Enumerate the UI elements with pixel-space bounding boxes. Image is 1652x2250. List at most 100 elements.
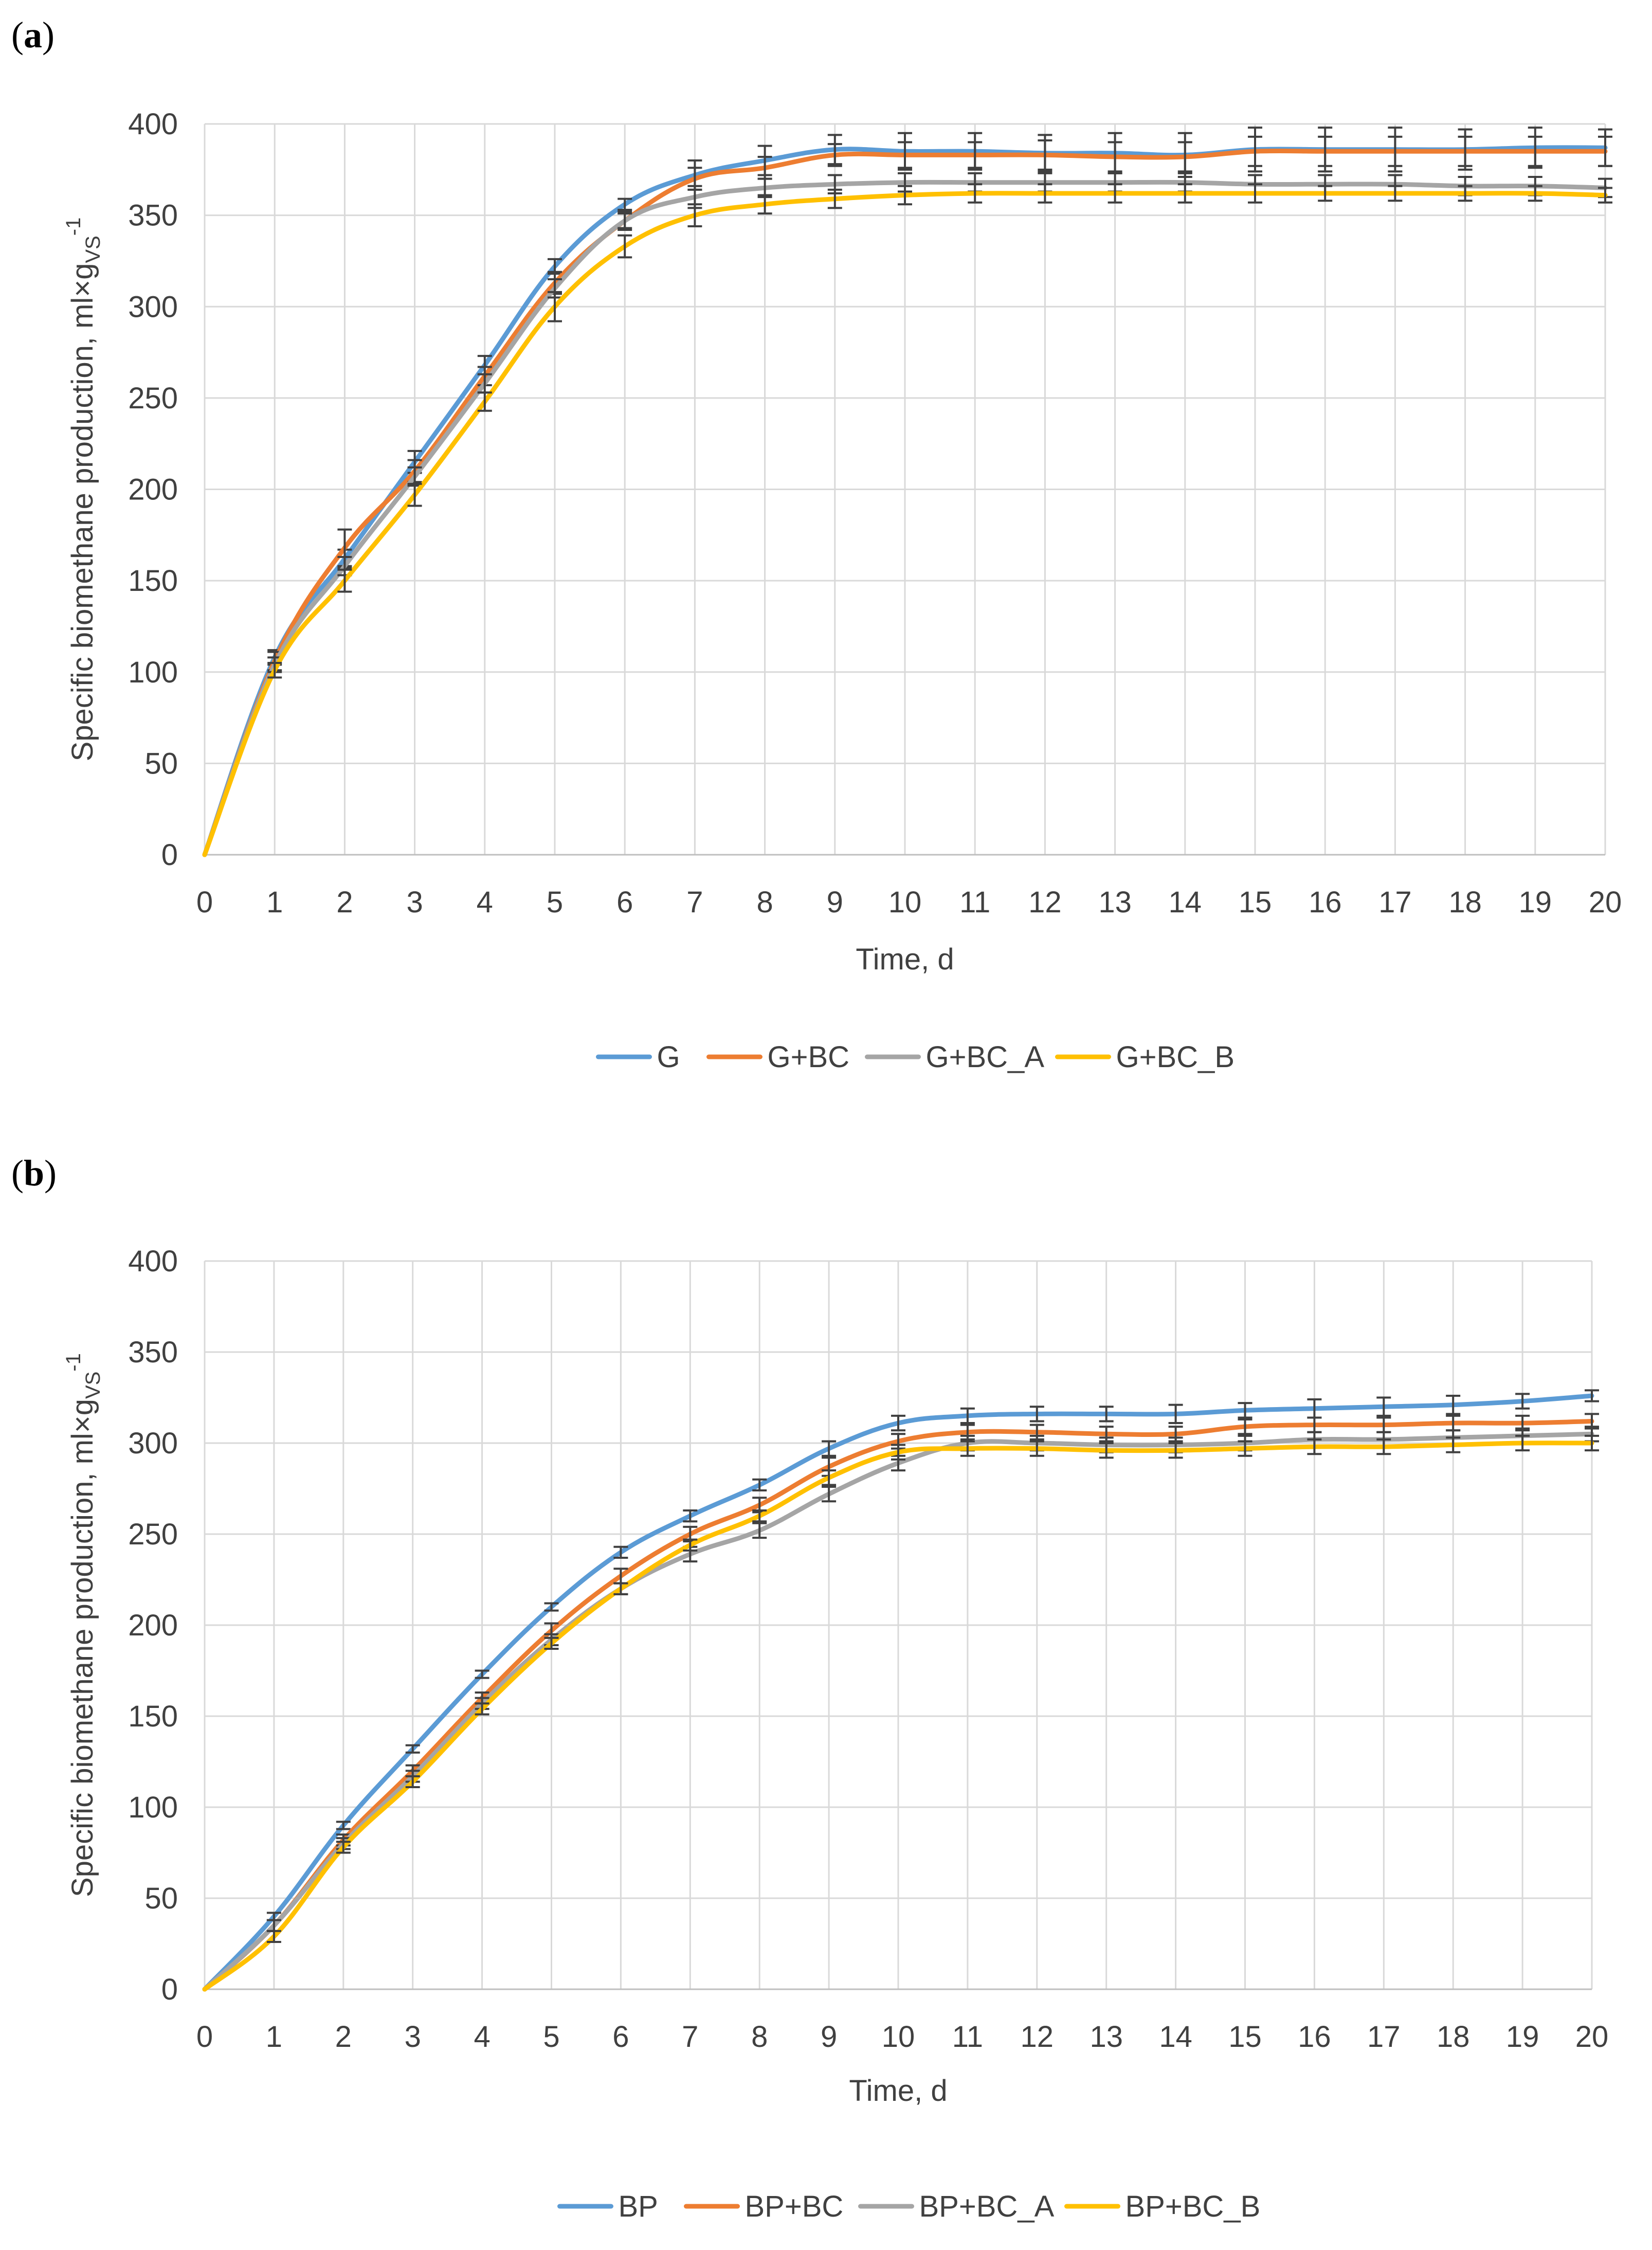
- legend-item: BP+BC_A: [858, 2190, 1055, 2223]
- error-bar: [618, 212, 632, 229]
- error-bar: [477, 391, 492, 412]
- gridlines: [204, 123, 1606, 856]
- legend-label: BP+BC_B: [1125, 2190, 1261, 2223]
- error-bar: [898, 141, 912, 169]
- y-tick-label: 250: [128, 382, 178, 415]
- y-tick-label: 350: [128, 199, 178, 232]
- error-bar: [1458, 135, 1473, 167]
- error-bar: [752, 1522, 767, 1539]
- x-tick-label: 16: [1298, 2020, 1331, 2054]
- error-bar: [1318, 135, 1333, 167]
- x-tick-label: 5: [547, 886, 563, 919]
- error-bar: [822, 1440, 837, 1457]
- x-tick-label: 9: [821, 2020, 837, 2054]
- x-tick-label: 13: [1090, 2020, 1123, 2054]
- x-tick-label: 6: [612, 2020, 629, 2054]
- error-bar: [548, 291, 562, 322]
- error-bar: [544, 1602, 559, 1612]
- y-tick-label: 300: [128, 1427, 178, 1460]
- legend-label: BP: [619, 2190, 658, 2223]
- x-tick-label: 11: [952, 2020, 983, 2054]
- y-tick-label: 200: [128, 1609, 178, 1642]
- y-tick-label: 100: [128, 656, 178, 689]
- x-tick-label: 7: [686, 886, 703, 919]
- x-tick-label: 8: [756, 886, 773, 919]
- x-tick-label: 18: [1448, 886, 1482, 919]
- error-bar: [1528, 135, 1542, 167]
- error-bar: [1388, 185, 1403, 202]
- error-bar: [405, 1744, 420, 1754]
- x-tick-label: 6: [616, 886, 633, 919]
- error-bar: [1388, 135, 1403, 167]
- error-bar: [1515, 1434, 1530, 1452]
- y-tick-label: 400: [128, 1245, 178, 1278]
- error-bar: [1099, 1442, 1114, 1459]
- legend-label: G+BC_B: [1116, 1040, 1235, 1074]
- y-axis-title-main: Specific biomethane production, ml×g: [66, 1399, 99, 1897]
- error-bar: [1515, 1393, 1530, 1410]
- x-tick-label: 4: [474, 2020, 490, 2054]
- legend-item: G+BC_B: [1055, 1040, 1235, 1074]
- y-axis-title: Specific biomethane production, ml×gVS-1: [62, 1353, 104, 1897]
- error-bar: [1528, 185, 1542, 202]
- y-axis-title-superscript: -1: [62, 218, 85, 236]
- y-tick-label: 150: [128, 1700, 178, 1733]
- series-bp: [202, 1389, 1599, 1992]
- legend-label: G+BC: [768, 1040, 850, 1074]
- x-tick-label: 20: [1589, 886, 1622, 919]
- x-tick-label: 3: [405, 2020, 421, 2054]
- error-bar: [1177, 141, 1192, 173]
- error-bar: [827, 188, 842, 209]
- legend-label: G: [657, 1040, 680, 1074]
- x-tick-label: 11: [959, 886, 990, 919]
- legend-item: BP+BC: [684, 2190, 843, 2223]
- x-tick-label: 19: [1519, 886, 1552, 919]
- error-bar: [336, 1821, 351, 1830]
- y-tick-label: 400: [128, 107, 178, 141]
- error-bar: [1029, 1440, 1044, 1457]
- error-bar: [618, 197, 632, 211]
- x-tick-label: 12: [1028, 886, 1062, 919]
- x-tick-label: 3: [406, 886, 423, 919]
- x-tick-label: 17: [1378, 886, 1412, 919]
- y-axis-title-main: Specific biomethane production, ml×g: [66, 263, 99, 762]
- x-tick-label: 2: [336, 886, 353, 919]
- y-tick-label: 50: [144, 747, 178, 780]
- x-tick-label: 15: [1228, 2020, 1262, 2054]
- x-tick-label: 17: [1367, 2020, 1401, 2054]
- error-bar: [1168, 1442, 1183, 1459]
- error-bar: [898, 185, 912, 206]
- x-tick-label: 2: [335, 2020, 352, 2054]
- x-tick-label: 15: [1239, 886, 1272, 919]
- panel-label-open: (: [11, 1153, 24, 1194]
- error-bar: [1598, 135, 1612, 167]
- x-tick-label: 0: [196, 886, 213, 919]
- error-bar: [613, 1545, 628, 1559]
- error-bar: [544, 1636, 559, 1650]
- error-bar: [1238, 1440, 1252, 1457]
- x-tick-label: 14: [1169, 886, 1202, 919]
- series-g-bc-b: [202, 183, 1612, 857]
- error-bar: [891, 1444, 905, 1461]
- legend-label: G+BC_A: [926, 1040, 1045, 1074]
- x-tick-label: 9: [827, 886, 843, 919]
- error-bar: [1177, 183, 1192, 204]
- error-bar: [618, 234, 632, 259]
- legend-item: G+BC_A: [865, 1040, 1045, 1074]
- error-bar: [752, 1478, 767, 1492]
- error-bar: [1446, 1394, 1461, 1415]
- x-tick-label: 19: [1506, 2020, 1539, 2054]
- error-bar: [891, 1414, 905, 1432]
- x-tick-label: 13: [1098, 886, 1132, 919]
- error-bar: [1376, 1438, 1391, 1455]
- y-tick-label: 350: [128, 1336, 178, 1369]
- panel-label-close: ): [44, 1153, 57, 1194]
- error-bar: [968, 141, 983, 169]
- error-bar: [405, 1775, 420, 1789]
- error-bar: [267, 661, 282, 679]
- error-bar: [1585, 1434, 1599, 1452]
- error-bar: [1108, 183, 1122, 204]
- error-bar: [1376, 1396, 1391, 1417]
- legend-label: BP+BC_A: [919, 2190, 1055, 2223]
- y-tick-label: 0: [161, 1973, 178, 2006]
